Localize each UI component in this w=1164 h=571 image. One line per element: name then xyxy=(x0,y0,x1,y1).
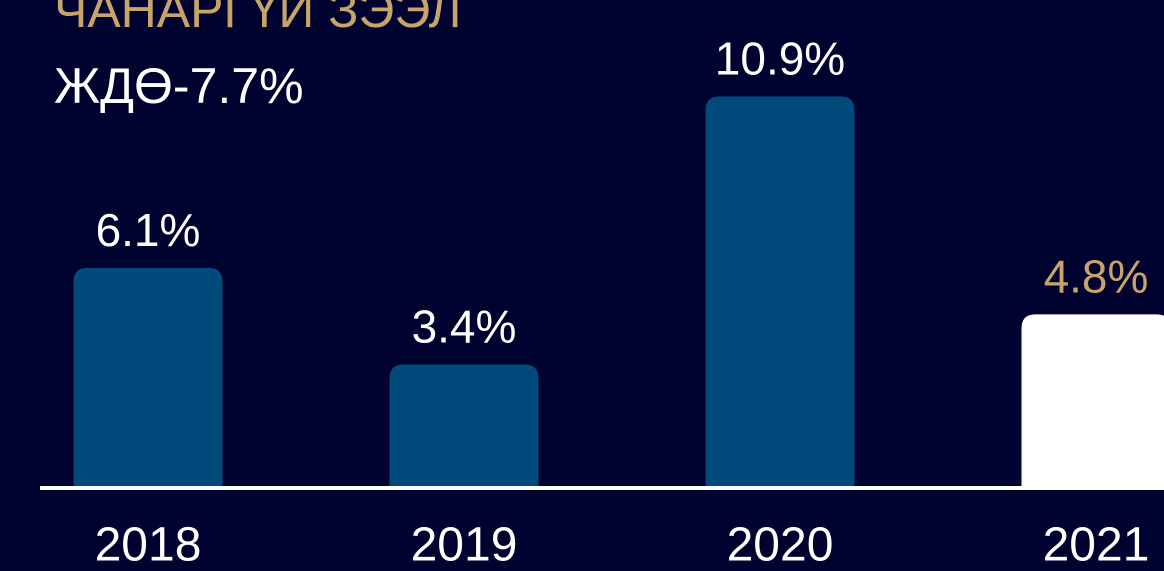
chart-subtitle: ЖДӨ-7.7% xyxy=(54,58,304,114)
bar xyxy=(705,96,855,486)
x-tick-label: 2018 xyxy=(95,519,202,571)
value-label: 10.9% xyxy=(715,32,845,84)
bar xyxy=(73,267,223,486)
x-tick-label: 2020 xyxy=(727,519,834,571)
value-label: 4.8% xyxy=(1044,251,1149,303)
value-label: 3.4% xyxy=(412,301,517,353)
x-tick-label: 2019 xyxy=(411,519,518,571)
chart-title: ЧАНАРГҮЙ ЗЭЭЛ xyxy=(54,0,461,38)
x-tick-label: 2021 xyxy=(1043,519,1150,571)
bar xyxy=(389,364,539,486)
bar xyxy=(1021,314,1164,486)
value-label: 6.1% xyxy=(96,204,201,256)
